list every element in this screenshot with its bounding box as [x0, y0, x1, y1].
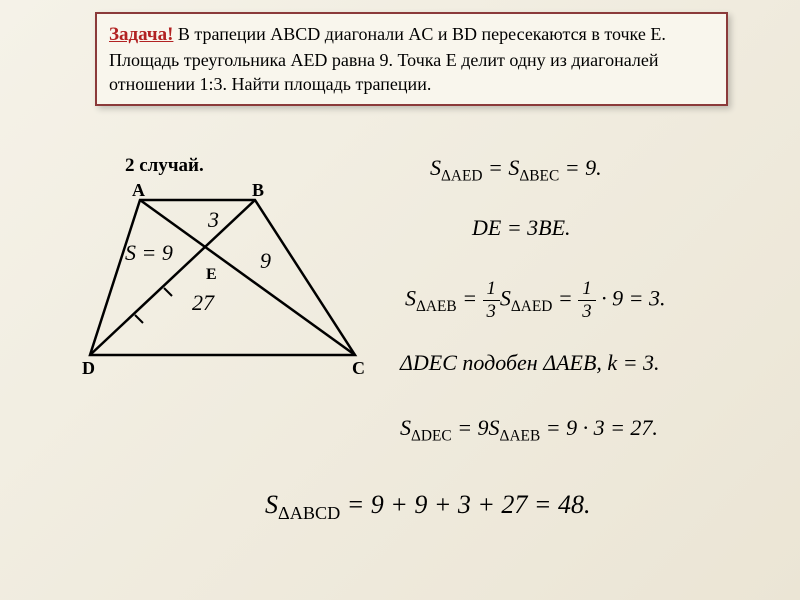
vertex-b: B: [252, 180, 264, 201]
equation-2: DE = 3BE.: [472, 215, 571, 241]
equation-1: SΔAED = SΔBEC = 9.: [430, 155, 602, 185]
vertex-d: D: [82, 358, 95, 379]
equation-4: ΔDEC подобен ΔAEB, k = 3.: [400, 350, 660, 376]
equation-5: SΔDEC = 9SΔAEB = 9 · 3 = 27.: [400, 415, 658, 445]
vertex-a: A: [132, 180, 145, 201]
equation-6: SΔABCD = 9 + 9 + 3 + 27 = 48.: [265, 490, 590, 524]
area-left: S = 9: [125, 240, 173, 266]
problem-title: Задача!: [109, 24, 173, 45]
vertex-e: E: [206, 266, 217, 284]
problem-text: В трапеции ABCD диагонали AC и BD пересе…: [109, 24, 666, 94]
area-top: 3: [208, 207, 219, 233]
equation-3: SΔAEB = 13SΔAED = 13 · 9 = 3.: [405, 278, 665, 323]
case-label: 2 случай.: [125, 155, 204, 177]
problem-statement: Задача! В трапеции ABCD диагонали AC и B…: [95, 12, 728, 106]
trapezoid-diagram: A B C D E 3 S = 9 9 27: [80, 190, 380, 390]
area-right: 9: [260, 248, 271, 274]
area-bottom: 27: [192, 290, 214, 316]
vertex-c: C: [352, 358, 365, 379]
